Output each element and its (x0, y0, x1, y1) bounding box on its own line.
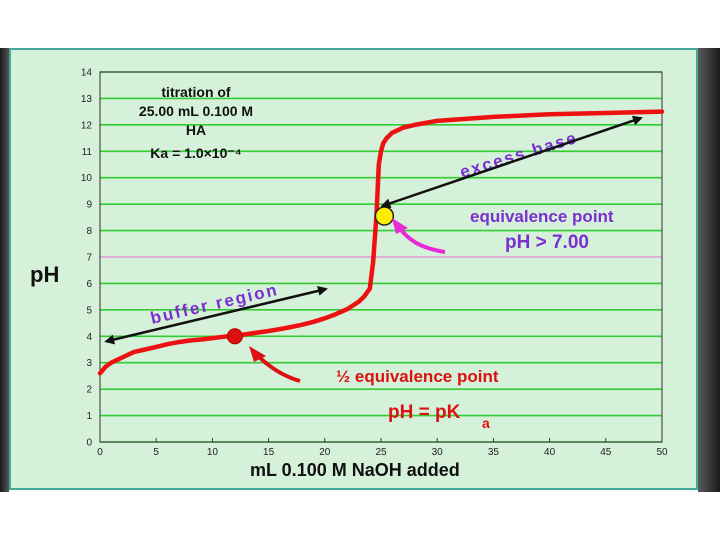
x-tick-label: 20 (319, 447, 331, 458)
x-axis-label: mL 0.100 M NaOH added (250, 460, 460, 480)
y-tick-label: 1 (86, 411, 92, 422)
titration-line-4: Ka = 1.0×10⁻⁴ (150, 145, 241, 161)
x-tick-label: 0 (97, 447, 103, 458)
y-tick-label: 12 (81, 120, 93, 131)
half-equivalence-pointer-arrow (254, 352, 301, 383)
titration-line-3: HA (186, 122, 206, 138)
x-tick-label: 45 (600, 447, 612, 458)
gridlines (100, 71, 662, 443)
y-tick-label: 7 (86, 253, 92, 264)
y-tick-label: 3 (86, 358, 92, 369)
y-tick-label: 5 (86, 305, 92, 316)
y-tick-label: 13 (81, 94, 93, 105)
equivalence-pointer-arrowhead (392, 218, 408, 234)
y-tick-label: 4 (86, 332, 92, 343)
titration-line-2: 25.00 mL 0.100 M (139, 103, 253, 119)
x-tick-label: 15 (263, 447, 275, 458)
x-tick-label: 10 (207, 447, 219, 458)
y-tick-label: 0 (86, 438, 92, 449)
x-tick-label: 30 (432, 447, 444, 458)
ph-gt-7-label: pH > 7.00 (505, 232, 589, 253)
y-tick-label: 9 (86, 200, 92, 211)
x-tick-label: 50 (656, 447, 668, 458)
y-tick-label: 2 (86, 385, 92, 396)
equivalence-point-marker (374, 206, 395, 226)
ph-eq-pka-label: pH = pK a (388, 402, 490, 431)
titration-info: titration of 25.00 mL 0.100 M HA Ka = 1.… (139, 84, 253, 161)
titration-line-1: titration of (161, 84, 231, 100)
buffer-region-arrow (104, 285, 328, 345)
y-tick-label: 14 (81, 68, 93, 79)
pka-subscript: a (482, 415, 490, 431)
equivalence-point-label: equivalence point (470, 207, 614, 226)
y-axis-label: pH (30, 262, 59, 287)
x-tick-label: 25 (375, 447, 387, 458)
right-dark-edge (698, 48, 720, 492)
half-equivalence-marker (226, 328, 243, 345)
x-tick-label: 35 (488, 447, 500, 458)
y-tick-label: 8 (86, 226, 92, 237)
x-tick-label: 5 (153, 447, 159, 458)
y-tick-label: 11 (82, 147, 93, 158)
excess-base-arrow (380, 115, 643, 209)
x-tick-labels: 0 5 10 15 20 25 30 35 40 45 50 (97, 438, 668, 458)
ph-eq-pk-text: pH = pK (388, 402, 461, 423)
y-tick-label: 6 (86, 279, 92, 290)
left-dark-edge (0, 48, 9, 492)
half-equivalence-pointer-arrowhead (249, 346, 266, 362)
x-tick-label: 40 (544, 447, 556, 458)
half-equivalence-label: ½ equivalence point (336, 367, 499, 386)
y-tick-label: 10 (81, 173, 93, 184)
